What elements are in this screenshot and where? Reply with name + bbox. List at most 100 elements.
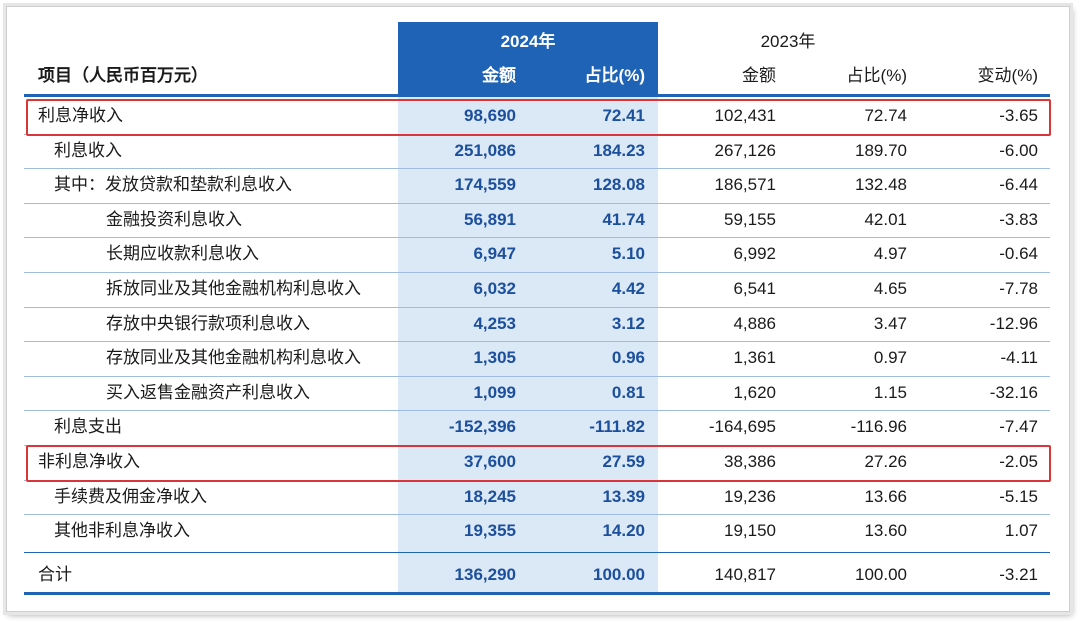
row-amount-2023: 1,620: [733, 382, 776, 402]
row-divider: [24, 306, 1050, 308]
row-amount-2024: 56,891: [464, 209, 516, 229]
row-change: -6.44: [999, 175, 1038, 195]
row-share-2023: 3.47: [873, 313, 907, 333]
row-amount-2023: 19,236: [724, 486, 776, 506]
row-amount-2024: 1,099: [473, 382, 516, 402]
row-share-2024: 14.20: [602, 521, 645, 541]
highlight-box-non-interest: [26, 445, 1051, 482]
header-share-2023: 占比(%): [846, 66, 907, 85]
row-label: 非利息净收入: [38, 452, 140, 471]
row-amount-2023: 38,386: [724, 452, 776, 471]
row-amount-2024: 98,690: [464, 106, 516, 125]
row-label: 手续费及佣金净收入: [54, 486, 207, 506]
row-share-2023: 0.97: [873, 348, 907, 368]
row-change: -5.15: [999, 486, 1038, 506]
row-share-2023: 42.01: [864, 209, 907, 229]
row-share-2023: -116.96: [850, 417, 907, 437]
row-label: 其中：发放贷款和垫款利息收入: [54, 175, 292, 195]
header-rule: [24, 94, 1050, 97]
row-amount-2023: 186,571: [714, 175, 776, 195]
row-share-2024: 128.08: [593, 175, 645, 195]
row-amount-2024: 18,245: [464, 486, 516, 506]
row-amount-2023: 59,155: [724, 209, 776, 229]
row-share-2024: 5.10: [611, 244, 645, 264]
row-label: 其他非利息净收入: [54, 521, 190, 541]
row-change: -7.47: [999, 417, 1038, 437]
row-share-2024: 0.81: [611, 382, 645, 402]
header-amount-2024: 金额: [482, 66, 516, 85]
row-label: 存放同业及其他金融机构利息收入: [106, 348, 361, 368]
row-share-2024: 27.59: [602, 452, 645, 471]
row-share-2024: 184.23: [593, 140, 645, 160]
total-amount-2023: 140,817: [714, 565, 776, 584]
row-share-2024: 4.42: [611, 279, 645, 298]
row-amount-2023: -164,695: [708, 417, 776, 437]
row-amount-2024: 6,947: [473, 244, 516, 264]
row-share-2023: 132.48: [855, 175, 907, 195]
year-2024: 2024年: [500, 32, 556, 51]
row-share-2023: 13.66: [864, 486, 907, 506]
row-amount-2024: 19,355: [464, 521, 516, 541]
row-change: -6.00: [999, 140, 1038, 160]
total-rule: [24, 552, 1050, 553]
row-label: 长期应收款利息收入: [106, 244, 259, 264]
header-change: 变动(%): [977, 66, 1038, 85]
row-amount-2023: 102,431: [714, 106, 776, 125]
total-share-2023: 100.00: [855, 565, 907, 584]
row-amount-2023: 267,126: [714, 140, 776, 160]
row-label: 买入返售金融资产利息收入: [106, 382, 310, 402]
row-share-2024: -111.82: [589, 417, 645, 437]
row-amount-2023: 1,361: [733, 348, 776, 368]
row-amount-2024: 6,032: [473, 279, 516, 298]
row-label: 存放中央银行款项利息收入: [106, 313, 310, 333]
row-change: -2.05: [999, 452, 1038, 471]
item-header: 项目（人民币百万元）: [38, 66, 208, 85]
row-divider: [24, 341, 1050, 343]
row-change: -12.96: [989, 313, 1038, 333]
total-share-2024: 100.00: [593, 565, 645, 584]
row-share-2024: 13.39: [602, 486, 645, 506]
row-label: 利息支出: [54, 417, 122, 437]
row-change: 1.07: [1004, 521, 1038, 541]
row-share-2023: 189.70: [855, 140, 907, 160]
row-share-2023: 4.65: [873, 279, 907, 298]
row-share-2024: 0.96: [611, 348, 645, 368]
header-amount-2023: 金额: [742, 66, 776, 85]
row-share-2023: 4.97: [873, 244, 907, 264]
row-share-2024: 3.12: [611, 313, 645, 333]
row-share-2024: 41.74: [602, 209, 645, 229]
row-share-2023: 1.15: [873, 382, 907, 402]
row-share-2023: 27.26: [864, 452, 907, 471]
header-share-2024: 占比(%): [584, 66, 645, 85]
row-amount-2024: 174,559: [454, 175, 516, 195]
row-divider: [24, 168, 1050, 170]
row-divider: [24, 410, 1050, 412]
total-change: -3.21: [999, 565, 1038, 584]
total-amount-2024: 136,290: [454, 565, 516, 584]
row-change: -3.65: [999, 106, 1038, 125]
row-divider: [24, 237, 1050, 239]
row-share-2024: 72.41: [602, 106, 645, 125]
row-label: 利息净收入: [38, 106, 123, 125]
row-amount-2024: 1,305: [473, 348, 516, 368]
highlight-box-net-interest: [26, 99, 1051, 136]
row-change: -32.16: [989, 382, 1038, 402]
header-2024-block: [398, 22, 658, 94]
row-label: 拆放同业及其他金融机构利息收入: [106, 279, 361, 298]
row-amount-2024: 37,600: [464, 452, 516, 471]
row-share-2023: 13.60: [864, 521, 907, 541]
row-amount-2024: 4,253: [473, 313, 516, 333]
row-amount-2023: 4,886: [733, 313, 776, 333]
row-share-2023: 72.74: [864, 106, 907, 125]
row-label: 利息收入: [54, 140, 122, 160]
row-amount-2023: 6,992: [733, 244, 776, 264]
total-label: 合计: [38, 565, 72, 584]
bottom-rule: [24, 592, 1050, 595]
row-change: -0.64: [999, 244, 1038, 264]
row-divider: [24, 375, 1050, 377]
row-divider: [24, 202, 1050, 204]
year-2023: 2023年: [760, 32, 816, 51]
row-amount-2023: 19,150: [724, 521, 776, 541]
row-change: -3.83: [999, 209, 1038, 229]
row-amount-2024: 251,086: [454, 140, 516, 160]
